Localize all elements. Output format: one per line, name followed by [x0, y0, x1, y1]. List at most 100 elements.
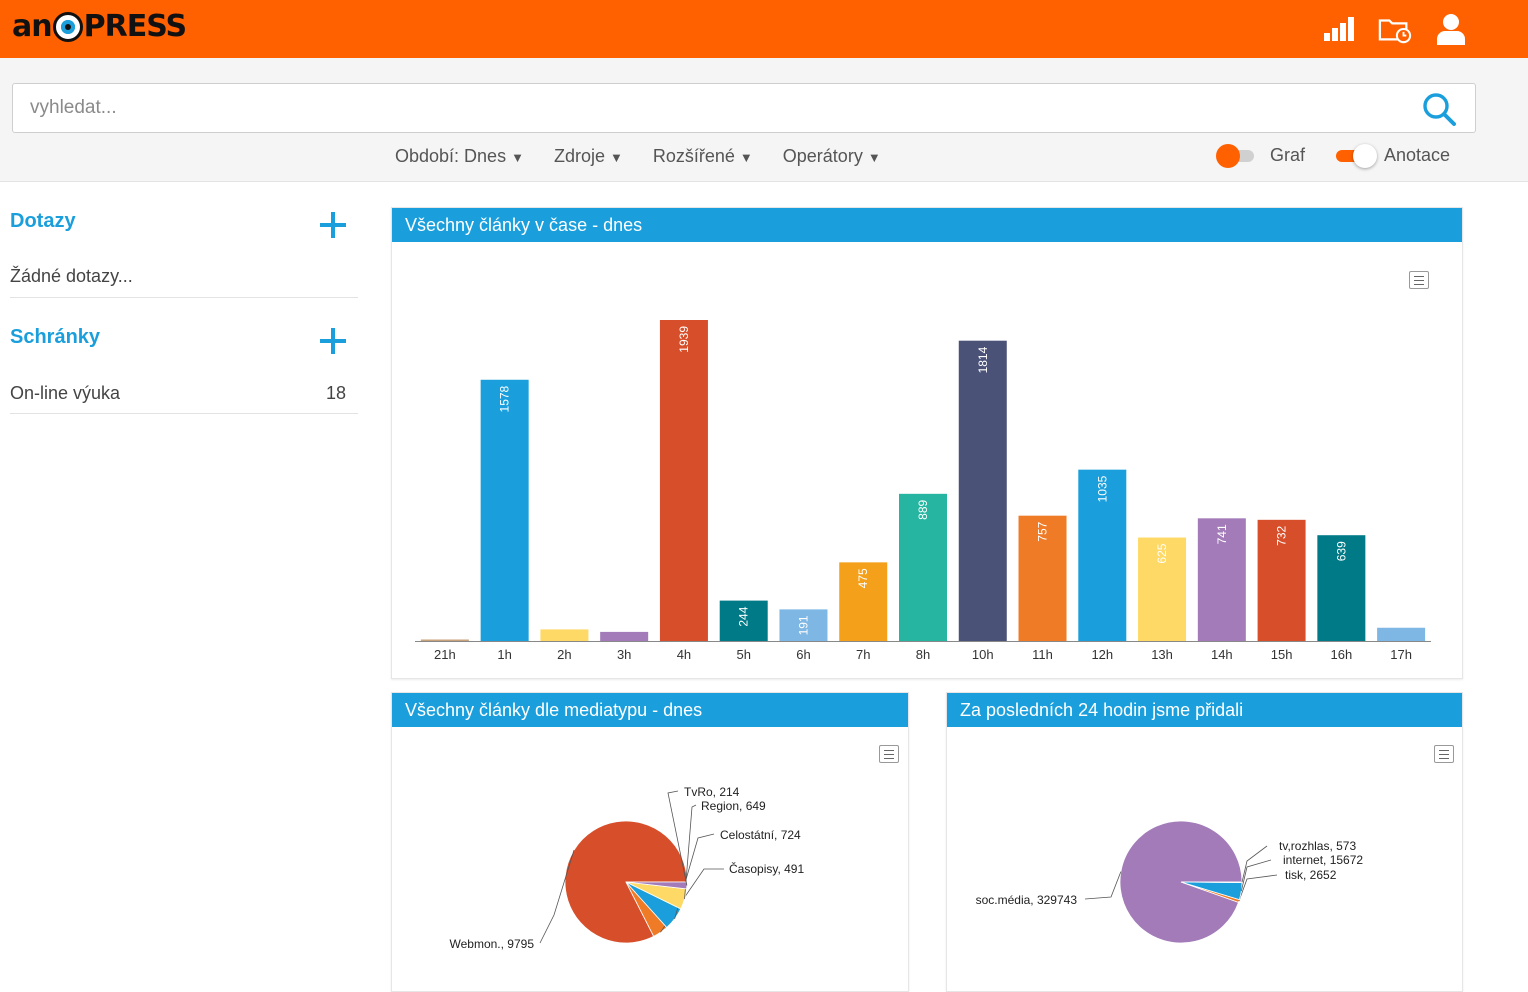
filter-advanced[interactable]: Rozšířené ▼	[653, 146, 753, 167]
graf-toggle[interactable]	[1214, 144, 1256, 168]
bar-17h[interactable]	[1377, 627, 1426, 641]
articles-by-mediatype-panel: Všechny články dle mediatypu - dnes Webm…	[391, 692, 909, 992]
bar-value-label: 244	[737, 606, 751, 626]
pie-label: Celostátní, 724	[720, 828, 801, 842]
bar-6h[interactable]	[779, 609, 828, 641]
sidebar: Dotazy Žádné dotazy... Schránky On-line …	[10, 182, 358, 414]
sidebar-item-online-vyuka[interactable]: On-line výuka 18	[10, 358, 358, 414]
search-area: Období: Dnes ▼ Zdroje ▼ Rozšířené ▼ Operáto…	[0, 58, 1528, 182]
bar-2h[interactable]	[540, 629, 589, 641]
pie-connector-line	[1240, 859, 1272, 892]
filter-operators[interactable]: Operátory ▼	[783, 146, 881, 167]
bar-12h[interactable]	[1078, 469, 1127, 641]
anopress-logo[interactable]: an PRESS	[12, 6, 187, 46]
bar-chart: 21h 1578 1h 2h 3h 1939 4h 244 5h 191 6h 475 7h 889 8h 1…	[415, 320, 1431, 662]
x-tick-label: 13h	[1151, 647, 1173, 662]
add-box-plus-icon[interactable]	[320, 328, 346, 354]
bar-16h[interactable]	[1317, 535, 1366, 641]
bar-value-label: 1939	[677, 326, 691, 353]
caret-down-icon: ▼	[867, 150, 881, 165]
pie-connector-line	[1238, 874, 1278, 902]
graf-toggle-group: Graf	[1214, 144, 1306, 168]
signal-bars-icon[interactable]	[1322, 12, 1356, 46]
box-item-count: 18	[325, 383, 346, 403]
queries-section-header: Dotazy	[10, 182, 358, 242]
caret-down-icon: ▼	[609, 150, 623, 165]
search-icon[interactable]	[1421, 91, 1457, 127]
x-tick-label: 16h	[1331, 647, 1353, 662]
bar-13h[interactable]	[1138, 537, 1187, 641]
x-tick-label: 10h	[972, 647, 994, 662]
filter-sources[interactable]: Zdroje ▼	[554, 146, 623, 167]
bar-11h[interactable]	[1018, 515, 1067, 641]
pie-label: soc.média, 329743	[976, 893, 1078, 907]
x-tick-label: 2h	[557, 647, 571, 662]
x-tick-label: 4h	[677, 647, 691, 662]
pie-connector-line	[684, 804, 697, 900]
filter-bar: Období: Dnes ▼ Zdroje ▼ Rozšířené ▼ Operáto…	[395, 146, 911, 167]
bar-1h[interactable]	[480, 379, 529, 641]
caret-down-icon: ▼	[511, 150, 524, 165]
search-box	[12, 83, 1476, 133]
logo-text-left: an	[12, 8, 53, 44]
filter-period[interactable]: Období: Dnes ▼	[395, 146, 524, 167]
panel-title: Všechny články v čase - dnes	[392, 208, 1462, 242]
bar-value-label: 1578	[498, 385, 512, 412]
x-tick-label: 7h	[856, 647, 870, 662]
bar-value-label: 1814	[976, 346, 990, 373]
chart-menu-icon[interactable]	[879, 745, 899, 763]
pie-label: tv,rozhlas, 573	[1279, 839, 1356, 853]
toggle-knob	[1353, 144, 1377, 168]
x-tick-label: 12h	[1091, 647, 1113, 662]
search-input[interactable]	[13, 84, 1413, 132]
bar-14h[interactable]	[1197, 518, 1246, 641]
x-tick-label: 14h	[1211, 647, 1233, 662]
pie-label: Region, 649	[701, 799, 766, 813]
pie-label: internet, 15672	[1283, 853, 1363, 867]
x-tick-label: 8h	[916, 647, 930, 662]
logo-eye-icon	[52, 12, 83, 42]
logo-text-right: PRESS	[83, 8, 187, 44]
chart-menu-icon[interactable]	[1434, 745, 1454, 763]
x-tick-label: 1h	[497, 647, 511, 662]
bar-10h[interactable]	[958, 340, 1007, 641]
pie-label: Webmon., 9795	[450, 937, 535, 951]
anotace-toggle[interactable]	[1332, 144, 1377, 168]
top-bar: an PRESS	[0, 0, 1528, 58]
bar-7h[interactable]	[839, 562, 888, 641]
filter-advanced-label: Rozšířené	[652, 146, 735, 166]
folder-clock-icon[interactable]	[1378, 12, 1412, 46]
x-tick-label: 15h	[1271, 647, 1293, 662]
chart-menu-icon[interactable]	[1409, 271, 1429, 289]
panel-title: Všechny články dle mediatypu - dnes	[392, 693, 908, 727]
bar-value-label: 639	[1334, 541, 1348, 561]
bar-21h[interactable]	[420, 639, 469, 642]
graf-toggle-label: Graf	[1270, 144, 1306, 165]
user-icon[interactable]	[1434, 12, 1468, 46]
pie-connector-line	[539, 850, 575, 944]
pie-label: Časopisy, 491	[729, 861, 804, 876]
bar-value-label: 475	[856, 568, 870, 588]
bar-value-label: 889	[916, 500, 930, 520]
add-query-plus-icon[interactable]	[320, 212, 346, 238]
boxes-title: Schránky	[10, 326, 101, 348]
bar-value-label: 1035	[1095, 475, 1109, 502]
pie-connector-line	[1084, 871, 1122, 900]
anotace-toggle-label: Anotace	[1384, 144, 1451, 165]
bar-5h[interactable]	[719, 600, 768, 641]
x-tick-label: 5h	[736, 647, 750, 662]
bar-3h[interactable]	[600, 631, 649, 641]
boxes-section-header: Schránky	[10, 298, 358, 358]
panel-title: Za posledních 24 hodin jsme přidali	[947, 693, 1462, 727]
bar-value-label: 757	[1036, 521, 1050, 541]
pie-label: TvRo, 214	[684, 785, 740, 799]
box-item-label: On-line výuka	[10, 383, 121, 403]
filter-sources-label: Zdroje	[553, 146, 605, 166]
bar-8h[interactable]	[899, 493, 947, 641]
x-tick-label: 11h	[1032, 647, 1053, 662]
bar-value-label: 191	[796, 615, 810, 635]
bar-4h[interactable]	[659, 320, 708, 641]
queries-title: Dotazy	[10, 210, 76, 232]
pie-connector-line	[1241, 845, 1268, 883]
bar-15h[interactable]	[1257, 519, 1306, 641]
